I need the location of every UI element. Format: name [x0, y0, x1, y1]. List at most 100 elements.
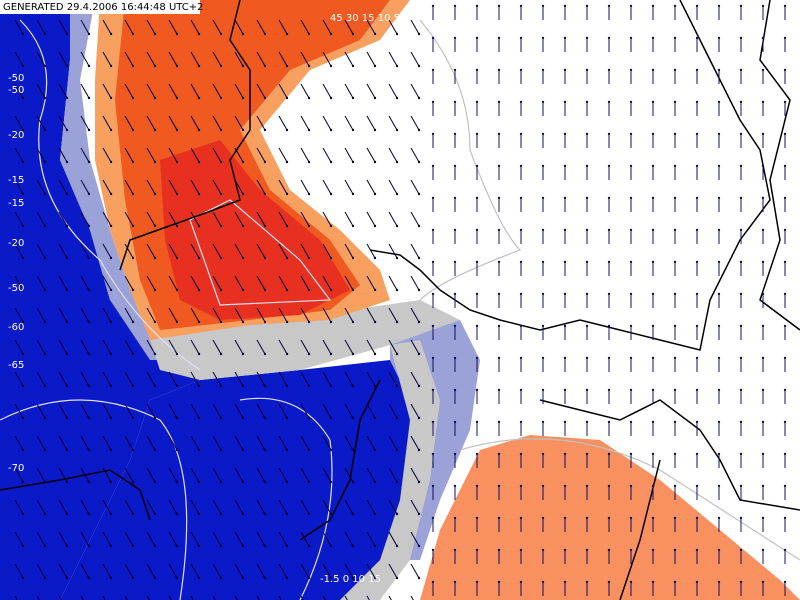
- contour-label: -50: [8, 73, 24, 84]
- wind-arrow: [410, 435, 420, 451]
- arrow-head: [431, 100, 435, 104]
- arrow-head: [475, 4, 479, 8]
- wind-arrow: [212, 211, 222, 227]
- arrow-head: [585, 228, 589, 232]
- arrow-head: [739, 36, 743, 40]
- arrow-head: [87, 384, 91, 388]
- wind-arrow: [146, 115, 156, 131]
- arrow-head: [629, 516, 633, 520]
- wind-arrow: [124, 339, 134, 355]
- arrow-head: [783, 484, 787, 488]
- arrow-head: [219, 224, 223, 228]
- wind-arrow: [124, 563, 134, 579]
- arrow-head: [395, 448, 399, 452]
- arrow-head: [329, 128, 333, 132]
- arrow-head: [351, 544, 355, 548]
- arrow-head: [519, 100, 523, 104]
- arrow-head: [783, 196, 787, 200]
- wind-arrow: [124, 531, 134, 547]
- arrow-head: [585, 356, 589, 360]
- arrow-head: [417, 576, 421, 580]
- arrow-head: [475, 68, 479, 72]
- wind-arrow: [36, 563, 46, 579]
- arrow-head: [497, 324, 501, 328]
- arrow-head: [219, 160, 223, 164]
- arrow-head: [475, 452, 479, 456]
- wind-arrow: [256, 403, 266, 419]
- wind-arrow: [278, 595, 282, 600]
- wind-arrow: [366, 147, 376, 163]
- arrow-head: [783, 420, 787, 424]
- arrow-head: [109, 384, 113, 388]
- border: [369, 0, 771, 351]
- arrow-head: [153, 512, 157, 516]
- arrow-head: [417, 544, 421, 548]
- arrow-head: [131, 416, 135, 420]
- wind-arrow: [256, 339, 266, 355]
- wind-arrow: [388, 307, 398, 323]
- wind-arrow: [278, 563, 288, 579]
- arrow-head: [673, 484, 677, 488]
- arrow-head: [563, 484, 567, 488]
- arrow-head: [329, 384, 333, 388]
- wind-arrow: [388, 467, 398, 483]
- arrow-head: [497, 548, 501, 552]
- wind-arrow: [234, 531, 244, 547]
- arrow-head: [607, 132, 611, 136]
- wind-arrow: [410, 275, 420, 291]
- arrow-head: [563, 324, 567, 328]
- wind-arrow: [344, 275, 354, 291]
- arrow-head: [541, 324, 545, 328]
- arrow-head: [197, 64, 201, 68]
- wind-arrow: [212, 499, 222, 515]
- arrow-head: [475, 516, 479, 520]
- wind-arrow: [58, 467, 68, 483]
- wind-arrow: [256, 147, 266, 163]
- wind-arrow: [212, 243, 222, 259]
- wind-arrow: [36, 19, 46, 35]
- arrow-head: [175, 384, 179, 388]
- arrow-head: [395, 576, 399, 580]
- arrow-head: [453, 292, 457, 296]
- arrow-head: [651, 356, 655, 360]
- arrow-head: [585, 4, 589, 8]
- arrow-head: [87, 192, 91, 196]
- arrow-head: [87, 320, 91, 324]
- wind-arrow: [234, 115, 244, 131]
- arrow-head: [219, 416, 223, 420]
- wind-arrow: [366, 563, 376, 579]
- wind-arrow: [190, 83, 200, 99]
- arrow-head: [717, 324, 721, 328]
- arrow-head: [563, 420, 567, 424]
- arrow-head: [541, 68, 545, 72]
- wind-arrow: [212, 435, 222, 451]
- arrow-head: [431, 452, 435, 456]
- wind-arrow: [102, 403, 112, 419]
- arrow-head: [629, 164, 633, 168]
- arrow-head: [431, 68, 435, 72]
- wind-arrow: [146, 275, 156, 291]
- wind-arrow: [344, 371, 354, 387]
- wind-arrow: [410, 83, 420, 99]
- arrow-head: [175, 288, 179, 292]
- arrow-head: [519, 548, 523, 552]
- arrow-head: [739, 100, 743, 104]
- wind-arrow: [102, 83, 112, 99]
- wind-arrow: [212, 115, 222, 131]
- wind-arrow: [300, 115, 310, 131]
- arrow-head: [153, 480, 157, 484]
- arrow-head: [395, 544, 399, 548]
- wind-arrow: [80, 275, 90, 291]
- arrow-head: [131, 256, 135, 260]
- arrow-head: [197, 320, 201, 324]
- arrow-head: [21, 128, 25, 132]
- arrow-head: [563, 164, 567, 168]
- arrow-head: [497, 68, 501, 72]
- wind-arrow: [410, 147, 420, 163]
- arrow-head: [153, 160, 157, 164]
- arrow-head: [519, 132, 523, 136]
- arrow-head: [497, 580, 501, 584]
- wind-arrow: [366, 595, 370, 600]
- wind-arrow: [14, 83, 24, 99]
- arrow-head: [673, 100, 677, 104]
